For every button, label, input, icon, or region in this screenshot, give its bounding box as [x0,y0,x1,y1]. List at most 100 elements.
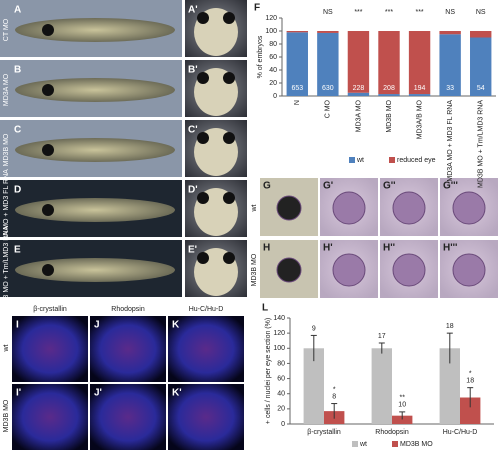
eye-section [276,195,302,221]
count-label: 8 [332,393,336,400]
panel-letter: H [263,243,270,254]
y-tick-label: 20 [277,406,285,413]
row-label: CT MO [3,18,10,41]
eye [197,192,209,204]
eye [197,72,209,84]
panel-letter: G [263,181,271,192]
bar [392,415,413,424]
tadpole [15,258,175,282]
eye [223,72,235,84]
x-tick-label: MD3A MO [355,99,362,132]
x-tick-label: MD3A/B MO [416,99,423,139]
x-tick-label: C MO [325,99,332,118]
eye [223,12,235,24]
eye-section [392,253,426,287]
significance: * [469,371,472,378]
panel-letter: C' [188,125,198,136]
y-tick-label: 40 [277,391,285,398]
eye-section [392,191,426,225]
bar-segment [317,31,339,33]
count-label: 18 [466,378,474,385]
eye-section [332,191,366,225]
eye-section [452,253,486,287]
count-label: 18 [446,323,454,330]
panel-letter: B [14,65,21,76]
eye-section [276,257,302,283]
y-tick-label: 120 [273,330,285,337]
row-label: MD3A MO [3,73,10,106]
stain-photo [90,384,166,450]
panel-letter: I' [16,388,21,399]
row-label: MD3A MO + MD3 FL RNA [3,169,10,251]
row-label: MD3B MO + Tm/LMD3 RNA [3,226,10,314]
panel-letter: J' [94,388,102,399]
bar [460,397,481,424]
count-label: 17 [378,333,386,340]
panel-letter: A [14,5,21,16]
bar-segment [408,31,431,95]
count-label: 9 [312,325,316,332]
panel-letter: H'' [383,243,395,254]
panel-letter: C [14,125,21,136]
significance: *** [415,9,423,16]
panel-letter: H' [323,243,333,254]
tadpole [15,138,175,162]
panel-letter: F [254,3,260,14]
significance: NS [476,9,486,16]
count-label: 33 [446,85,454,92]
panel-letter: H''' [443,243,457,254]
count-label: 630 [322,85,334,92]
column-label: β-crystallin [33,306,67,313]
bar-segment [439,31,461,35]
significance: *** [385,9,393,16]
x-tick-label: Rhodopsin [375,429,409,436]
y-tick-label: 80 [277,360,285,367]
row-label: wt [3,344,10,352]
eye [42,84,54,96]
panel-letter: D' [188,185,198,196]
y-tick-label: 0 [273,93,277,100]
row-label: MD3B MO [3,133,10,166]
eye [197,132,209,144]
stain-photo [12,316,88,382]
x-tick-label: Hu-C/Hu-D [443,429,478,436]
legend-label: reduced eye [397,157,436,164]
panel-letter: J [94,320,100,331]
bar-segment [470,37,492,96]
count-label: 653 [291,85,303,92]
bar [371,348,392,424]
bar-segment [286,31,308,33]
y-axis-label: % of embryos [257,35,264,78]
stain-photo [168,384,244,450]
bar-segment [317,32,339,96]
significance: NS [323,9,333,16]
legend-label: MD3B MO [400,441,433,448]
legend-label: wt [359,441,367,448]
panel-letter: E' [188,245,197,256]
significance: NS [445,9,455,16]
stain-photo [168,316,244,382]
bar-segment [470,31,492,38]
eye [223,252,235,264]
eye [42,24,54,36]
panel-letter: K' [172,388,182,399]
y-tick-label: 140 [273,315,285,322]
eye-section [332,253,366,287]
panel-letter: G'' [383,181,396,192]
count-label: 10 [398,402,406,409]
bar-segment [378,31,400,95]
panel-letter: D [14,185,21,196]
panel-letter: G' [323,181,333,192]
count-label: 208 [383,85,395,92]
x-tick-label: N [294,100,301,105]
bar-segment [286,32,308,96]
eye [197,12,209,24]
panel-letter: K [172,320,180,331]
panel-letter: E [14,245,21,256]
legend-swatch [352,441,358,447]
eye [42,204,54,216]
tadpole [15,198,175,222]
legend-swatch [389,157,395,163]
y-tick-label: 120 [265,15,277,22]
